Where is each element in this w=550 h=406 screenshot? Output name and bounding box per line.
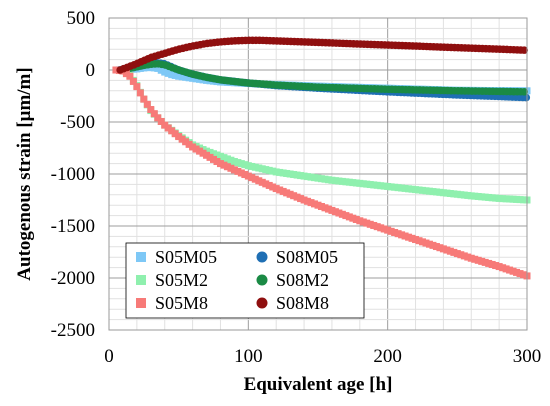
legend-marker <box>256 297 268 309</box>
y-tick-label: -500 <box>60 112 95 133</box>
data-point <box>143 100 151 108</box>
data-point <box>126 72 134 80</box>
data-point <box>157 117 165 125</box>
legend-label: S05M2 <box>155 270 208 290</box>
data-point <box>136 89 144 97</box>
legend-box <box>125 242 365 319</box>
y-axis-title: Autogenous strain [μm/m] <box>14 67 35 280</box>
legend-label: S08M8 <box>276 293 329 313</box>
legend-marker <box>256 274 268 286</box>
data-point <box>140 95 148 103</box>
y-tick-label: -1500 <box>51 216 95 237</box>
data-point <box>150 110 158 118</box>
plot-border <box>108 17 528 331</box>
x-axis-title: Equivalent age [h] <box>244 374 393 395</box>
legend-marker <box>136 275 146 285</box>
series-s08m8 <box>116 36 529 74</box>
legend-label: S05M05 <box>155 247 217 267</box>
y-tick-label: -2500 <box>51 320 95 341</box>
data-point <box>520 87 529 96</box>
data-point <box>147 106 155 114</box>
x-tick-label: 100 <box>234 346 263 367</box>
y-tick-label: 0 <box>86 60 96 81</box>
y-tick-label: -2000 <box>51 268 95 289</box>
data-point <box>520 46 529 54</box>
series-layer <box>112 36 531 280</box>
legend-marker <box>256 251 268 263</box>
data-point <box>133 83 141 91</box>
y-tick-label: 500 <box>67 8 96 29</box>
data-point <box>154 114 162 122</box>
x-tick-label: 200 <box>373 346 402 367</box>
x-tick-label: 300 <box>513 346 542 367</box>
legend-label: S08M2 <box>276 270 329 290</box>
series-s08m2 <box>116 60 529 96</box>
legend-label: S08M05 <box>276 247 338 267</box>
y-tick-label: -1000 <box>51 164 95 185</box>
data-point <box>522 93 531 102</box>
tick-labels: 0 100 200 300 500 0 -500 -1000 -1500 -2000 -2500 <box>51 8 542 367</box>
legend-label: S05M8 <box>155 293 208 313</box>
data-point <box>129 77 137 85</box>
x-tick-label: 0 <box>104 346 114 367</box>
legend-marker <box>136 252 146 262</box>
legend: S05M05 S08M05 S05M2 S08M2 S05M8 S08M8 <box>125 242 365 319</box>
legend-marker <box>136 298 146 308</box>
